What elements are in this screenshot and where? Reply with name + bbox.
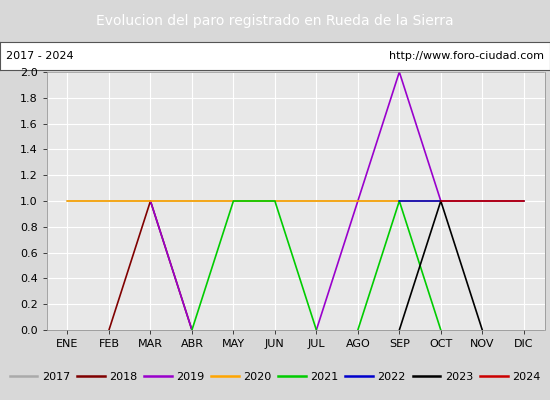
Text: Evolucion del paro registrado en Rueda de la Sierra: Evolucion del paro registrado en Rueda d… [96, 14, 454, 28]
Text: 2017 - 2024: 2017 - 2024 [6, 51, 73, 61]
Text: http://www.foro-ciudad.com: http://www.foro-ciudad.com [389, 51, 544, 61]
Legend: 2017, 2018, 2019, 2020, 2021, 2022, 2023, 2024: 2017, 2018, 2019, 2020, 2021, 2022, 2023… [5, 368, 545, 386]
